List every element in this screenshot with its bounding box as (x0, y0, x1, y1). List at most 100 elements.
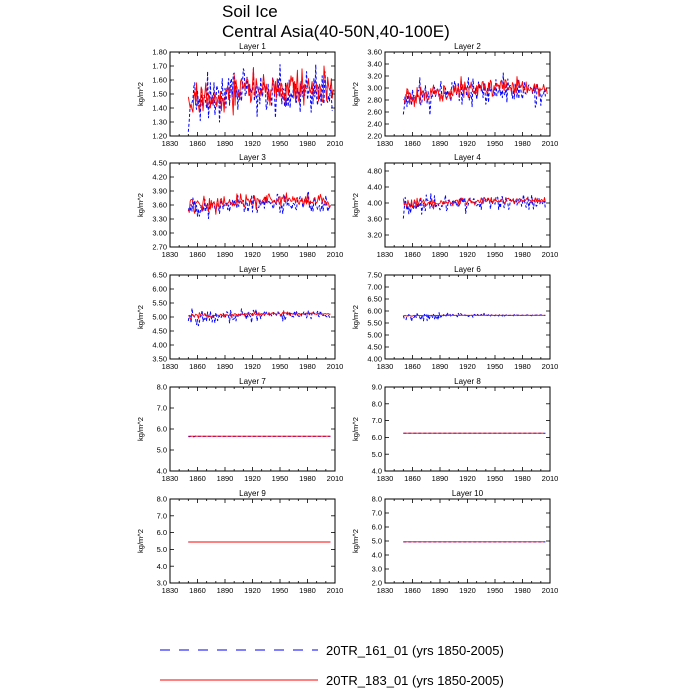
y-tick-label: 1.50 (152, 90, 167, 99)
series-group (402, 72, 548, 116)
panel-layer-9: Layer 9 kg/m^2 1830 1860 1890 1920 1950 1980 201… (136, 489, 343, 595)
y-tick-label: 6.0 (157, 528, 167, 537)
series-line-20TR_183_01 (402, 196, 546, 210)
legend-label: 20TR_161_01 (yrs 1850-2005) (326, 643, 504, 658)
x-tick-label: 2010 (327, 474, 344, 483)
series-line-20TR_183_01 (403, 314, 546, 317)
y-tick-label: 3.0 (157, 579, 167, 588)
y-tick-label: 8.0 (372, 495, 382, 504)
panel-title: Layer 8 (454, 377, 481, 386)
y-tick-label: 2.70 (152, 243, 167, 252)
y-tick-label: 1.70 (152, 62, 167, 71)
y-tick-label: 7.0 (157, 404, 167, 413)
y-axis-label: kg/m^2 (351, 82, 360, 106)
x-tick-label: 1980 (514, 586, 531, 595)
x-tick-label: 1830 (162, 250, 179, 259)
y-axis-label: kg/m^2 (136, 193, 145, 217)
x-tick-label: 1890 (432, 474, 449, 483)
series-line-20TR_183_01 (187, 192, 331, 215)
x-tick-label: 1980 (514, 250, 531, 259)
y-tick-label: 8.0 (157, 383, 167, 392)
x-tick-label: 1830 (377, 250, 394, 259)
y-tick-label: 4.80 (367, 167, 382, 176)
y-tick-label: 7.0 (372, 509, 382, 518)
series-group (402, 311, 546, 322)
x-tick-label: 1980 (299, 250, 316, 259)
panel-title: Layer 10 (452, 489, 484, 498)
y-axis-label: kg/m^2 (136, 305, 145, 329)
y-tick-label: 3.20 (367, 231, 382, 240)
y-tick-label: 4.0 (157, 562, 167, 571)
x-tick-label: 1980 (514, 362, 531, 371)
panel-title: Layer 1 (239, 42, 266, 51)
legend-item-1: 20TR_161_01 (yrs 1850-2005) (160, 643, 504, 658)
y-tick-label: 5.00 (152, 313, 167, 322)
chart-panels: Layer 1 kg/m^2 1830 1860 1890 1920 1950 1980 201… (136, 42, 558, 595)
panel-title: Layer 9 (239, 489, 266, 498)
y-tick-label: 1.20 (152, 132, 167, 141)
y-tick-label: 4.40 (367, 183, 382, 192)
x-tick-label: 1860 (189, 474, 206, 483)
x-tick-label: 1890 (432, 362, 449, 371)
y-tick-label: 8.0 (157, 495, 167, 504)
x-tick-label: 1860 (189, 250, 206, 259)
y-tick-label: 4.0 (372, 551, 382, 560)
y-tick-label: 5.0 (157, 446, 167, 455)
panel-layer-10: Layer 10 kg/m^2 1830 1860 1890 1920 1950 1980 20… (351, 489, 558, 595)
x-tick-label: 2010 (542, 139, 559, 148)
x-tick-label: 2010 (327, 139, 344, 148)
x-tick-label: 1950 (487, 250, 504, 259)
x-tick-label: 1920 (244, 474, 261, 483)
x-tick-label: 1950 (487, 362, 504, 371)
y-tick-label: 5.00 (367, 331, 382, 340)
legend-label: 20TR_183_01 (yrs 1850-2005) (326, 673, 504, 688)
y-tick-label: 3.00 (152, 229, 167, 238)
y-tick-label: 7.0 (372, 416, 382, 425)
panel-layer-5: Layer 5 kg/m^2 1830 1860 1890 1920 1950 1980 201… (136, 265, 343, 371)
x-tick-label: 2010 (542, 250, 559, 259)
x-tick-label: 2010 (327, 250, 344, 259)
y-axis-label: kg/m^2 (351, 305, 360, 329)
series-group (187, 64, 335, 132)
panel-title: Layer 3 (239, 153, 266, 162)
y-tick-label: 9.0 (372, 383, 382, 392)
y-axis-label: kg/m^2 (351, 529, 360, 553)
x-tick-label: 1890 (217, 250, 234, 259)
y-tick-label: 7.50 (367, 271, 382, 280)
y-tick-label: 4.20 (152, 173, 167, 182)
x-tick-label: 1980 (514, 474, 531, 483)
x-tick-label: 1830 (162, 586, 179, 595)
x-tick-label: 1860 (404, 586, 421, 595)
y-tick-label: 4.00 (152, 341, 167, 350)
x-tick-label: 1860 (404, 139, 421, 148)
y-tick-label: 4.0 (157, 467, 167, 476)
panel-title: Layer 2 (454, 42, 481, 51)
x-tick-label: 1890 (432, 586, 449, 595)
y-tick-label: 3.90 (152, 187, 167, 196)
x-tick-label: 1830 (377, 362, 394, 371)
y-axis-label: kg/m^2 (351, 193, 360, 217)
y-tick-label: 3.40 (367, 60, 382, 69)
x-tick-label: 1950 (272, 586, 289, 595)
panel-layer-4: Layer 4 kg/m^2 1830 1860 1890 1920 1950 1980 201… (351, 153, 558, 259)
y-tick-label: 2.60 (367, 108, 382, 117)
x-tick-label: 1950 (272, 250, 289, 259)
y-tick-label: 2.40 (367, 120, 382, 129)
x-tick-label: 1920 (244, 586, 261, 595)
series-line-20TR_183_01 (187, 65, 335, 116)
y-tick-label: 6.00 (152, 285, 167, 294)
x-tick-label: 1920 (459, 250, 476, 259)
figure-title-line1: Soil Ice (222, 2, 278, 21)
x-tick-label: 1860 (404, 250, 421, 259)
y-tick-label: 6.0 (372, 523, 382, 532)
x-tick-label: 2010 (542, 474, 559, 483)
y-tick-label: 4.00 (367, 199, 382, 208)
y-tick-label: 1.80 (152, 48, 167, 57)
x-tick-label: 1950 (272, 362, 289, 371)
series-line-20TR_161_01 (402, 193, 546, 219)
panel-layer-8: Layer 8 kg/m^2 1830 1860 1890 1920 1950 1980 201… (351, 377, 558, 483)
x-tick-label: 2010 (327, 586, 344, 595)
y-axis-label: kg/m^2 (351, 417, 360, 441)
panel-title: Layer 7 (239, 377, 266, 386)
